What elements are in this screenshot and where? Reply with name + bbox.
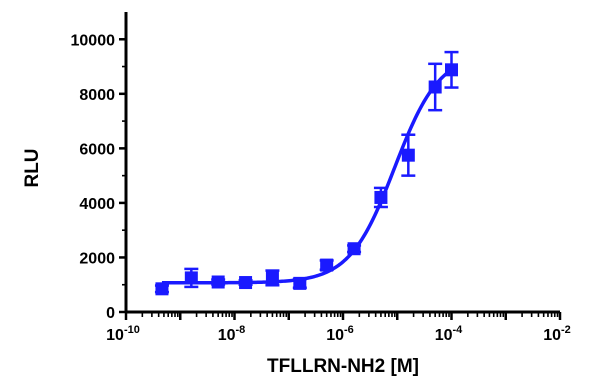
data-marker — [428, 80, 442, 94]
data-point — [444, 50, 459, 89]
y-tick-label: 10000 — [71, 32, 116, 49]
data-marker — [401, 148, 415, 162]
y-tick-label: 0 — [106, 305, 115, 322]
x-tick-label: 10-10 — [106, 324, 140, 344]
x-tick-label: 10-8 — [218, 324, 246, 344]
data-point — [184, 267, 199, 289]
x-tick-label: 10-2 — [543, 324, 571, 344]
x-tick-label: 10-4 — [435, 324, 463, 344]
data-marker — [347, 242, 361, 256]
data-point — [347, 242, 362, 256]
data-point — [373, 186, 388, 209]
data-marker — [320, 258, 334, 272]
data-point — [238, 276, 253, 290]
data-point — [211, 275, 226, 289]
data-point — [319, 258, 334, 272]
data-point — [401, 133, 416, 177]
chart-marks — [154, 50, 459, 296]
x-axis-title: TFLLRN-NH2 [M] — [267, 356, 419, 377]
data-marker — [374, 190, 388, 204]
data-point — [292, 276, 307, 290]
y-tick-label: 6000 — [79, 141, 115, 158]
x-tick-label: 10-6 — [326, 324, 354, 344]
data-marker — [293, 276, 307, 290]
data-marker — [184, 271, 198, 285]
data-point — [428, 62, 443, 112]
data-marker — [239, 276, 253, 290]
data-marker — [155, 282, 169, 296]
y-axis-title: RLU — [22, 148, 43, 187]
y-tick-label: 2000 — [79, 250, 115, 267]
data-point — [265, 269, 280, 287]
y-tick-label: 8000 — [79, 87, 115, 104]
data-marker — [445, 63, 458, 77]
chart-axes: 0 2000 4000 6000 8000 10000 10-10 10-8 10-6 10-4 1… — [71, 12, 571, 344]
y-tick-label: 4000 — [79, 196, 115, 213]
data-point — [154, 282, 169, 296]
data-marker — [211, 275, 225, 289]
data-marker — [265, 271, 279, 285]
